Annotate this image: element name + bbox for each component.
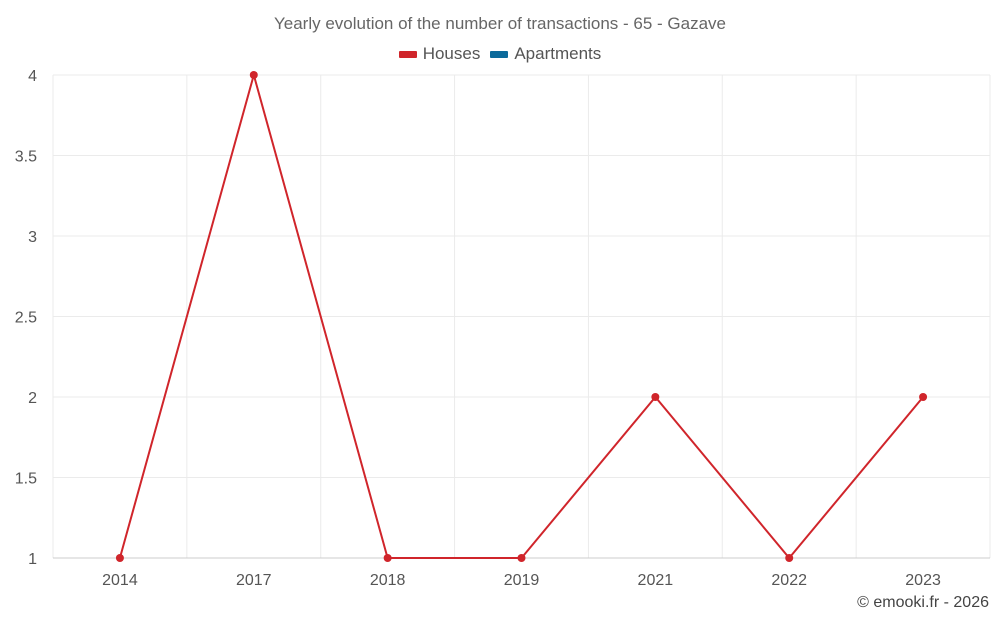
data-point[interactable] — [919, 393, 928, 401]
x-tick-label: 2019 — [504, 572, 540, 589]
x-tick-label: 2014 — [102, 572, 138, 589]
series-layer — [115, 71, 928, 562]
data-point[interactable] — [517, 554, 526, 562]
data-point[interactable] — [785, 554, 794, 562]
legend-label-houses: Houses — [422, 44, 481, 63]
x-tick-label: 2017 — [236, 572, 272, 589]
data-point[interactable] — [383, 554, 392, 562]
data-point[interactable] — [651, 393, 660, 401]
y-tick-label: 4 — [28, 68, 37, 85]
legend-swatch-apartments — [490, 50, 509, 58]
legend: Houses Apartments — [0, 44, 1000, 64]
y-tick-label: 1 — [28, 551, 37, 568]
y-tick-label: 3 — [28, 229, 37, 246]
x-tick-label: 2021 — [638, 572, 674, 589]
y-tick-label: 3.5 — [15, 149, 37, 166]
legend-label-apartments: Apartments — [514, 44, 602, 63]
y-tick-label: 1.5 — [15, 471, 37, 488]
data-point[interactable] — [249, 71, 258, 79]
chart-title: Yearly evolution of the number of transa… — [273, 14, 726, 33]
legend-swatch-houses — [398, 50, 417, 58]
credit-text: © emooki.fr - 2026 — [857, 594, 989, 611]
x-tick-label: 2023 — [905, 572, 941, 589]
legend-item-houses[interactable]: Houses — [398, 44, 481, 64]
y-tick-label: 2 — [28, 390, 37, 407]
tick-label-layer: 1 1.5 2 2.5 3 3.5 4 2014 2017 2018 2019 2021 2022 202… — [15, 68, 941, 589]
x-tick-label: 2022 — [771, 572, 807, 589]
x-tick-label: 2018 — [370, 572, 406, 589]
y-tick-label: 2.5 — [15, 310, 37, 327]
data-point[interactable] — [115, 554, 124, 562]
legend-item-apartments[interactable]: Apartments — [490, 44, 601, 64]
